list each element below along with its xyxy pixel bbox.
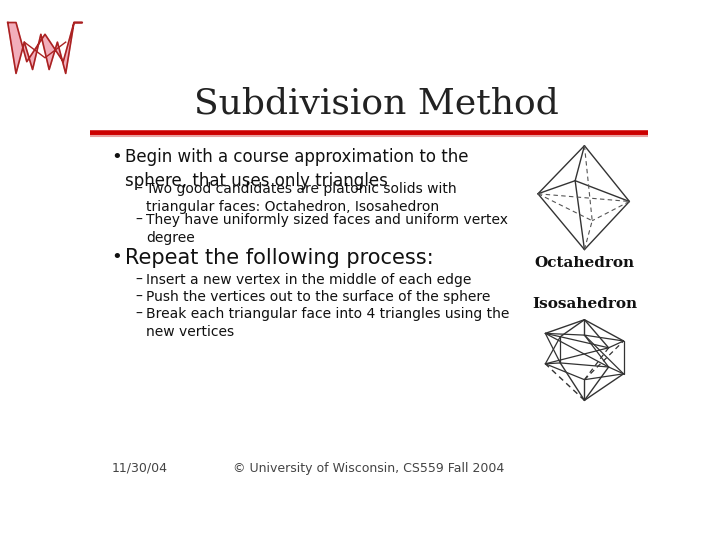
Text: Break each triangular face into 4 triangles using the
new vertices: Break each triangular face into 4 triang… bbox=[145, 307, 509, 339]
Polygon shape bbox=[8, 23, 82, 73]
Text: Push the vertices out to the surface of the sphere: Push the vertices out to the surface of … bbox=[145, 289, 490, 303]
Text: © University of Wisconsin, CS559 Fall 2004: © University of Wisconsin, CS559 Fall 20… bbox=[233, 462, 505, 475]
Text: Isosahedron: Isosahedron bbox=[532, 298, 637, 312]
Text: –: – bbox=[135, 289, 142, 303]
Text: Subdivision Method: Subdivision Method bbox=[194, 86, 559, 120]
Text: 11/30/04: 11/30/04 bbox=[112, 462, 168, 475]
Text: They have uniformly sized faces and uniform vertex
degree: They have uniformly sized faces and unif… bbox=[145, 213, 508, 245]
Text: –: – bbox=[135, 213, 142, 227]
Text: •: • bbox=[112, 148, 122, 166]
Text: –: – bbox=[135, 182, 142, 196]
Text: Repeat the following process:: Repeat the following process: bbox=[125, 248, 433, 268]
Text: Begin with a course approximation to the
sphere, that uses only triangles: Begin with a course approximation to the… bbox=[125, 148, 469, 190]
Text: Two good candidates are platonic solids with
triangular faces: Octahedron, Isosa: Two good candidates are platonic solids … bbox=[145, 182, 456, 214]
Text: –: – bbox=[135, 273, 142, 287]
Text: Insert a new vertex in the middle of each edge: Insert a new vertex in the middle of eac… bbox=[145, 273, 471, 287]
Text: Octahedron: Octahedron bbox=[534, 256, 634, 270]
Text: –: – bbox=[135, 307, 142, 321]
Text: •: • bbox=[112, 248, 122, 266]
